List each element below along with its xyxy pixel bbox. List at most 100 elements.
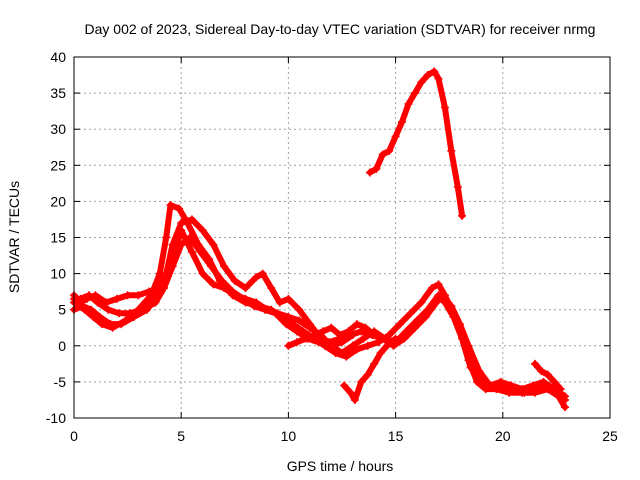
- x-tick-label: 5: [177, 428, 185, 444]
- data-point: [162, 269, 171, 278]
- data-point: [391, 132, 400, 141]
- data-point: [87, 305, 96, 314]
- data-point: [327, 323, 336, 332]
- data-point: [344, 327, 353, 336]
- y-tick-label: 30: [50, 121, 66, 137]
- plot-frame: [73, 56, 611, 419]
- data-point: [162, 233, 171, 242]
- data-point: [284, 294, 293, 303]
- data-point: [284, 341, 293, 350]
- data-point: [295, 316, 304, 325]
- y-tick-label: 35: [50, 85, 66, 101]
- data-point: [318, 327, 327, 336]
- data-point: [267, 284, 276, 293]
- data-point: [106, 320, 115, 329]
- data-point: [539, 377, 548, 386]
- data-point: [230, 276, 239, 285]
- data-point: [138, 305, 147, 314]
- data-point: [252, 273, 261, 282]
- y-tick-label: -5: [54, 374, 67, 390]
- data-point: [340, 381, 349, 390]
- data-point: [496, 377, 505, 386]
- data-point: [198, 269, 207, 278]
- data-point: [310, 330, 319, 339]
- data-point: [123, 291, 132, 300]
- series-line: [366, 68, 466, 219]
- data-point: [284, 312, 293, 321]
- data-point: [196, 247, 205, 256]
- data-point: [76, 298, 85, 307]
- y-axis-label: SDTVAR / TECUs: [6, 181, 22, 293]
- data-point: [348, 330, 357, 339]
- data-point: [406, 309, 415, 318]
- data-point: [117, 320, 126, 329]
- data-point: [376, 349, 385, 358]
- y-tick-label: -10: [46, 410, 66, 426]
- series-track-g: [284, 320, 379, 350]
- data-point: [217, 276, 226, 285]
- data-point: [346, 388, 355, 397]
- data-point: [258, 269, 267, 278]
- data-point: [241, 284, 250, 293]
- data-point: [370, 359, 379, 368]
- data-point: [434, 74, 443, 83]
- data-point: [168, 240, 177, 249]
- data-point: [537, 367, 546, 376]
- data-point: [398, 117, 407, 126]
- data-point: [357, 377, 366, 386]
- data-point: [301, 334, 310, 343]
- x-tick-label: 0: [70, 428, 78, 444]
- data-point: [410, 89, 419, 98]
- y-tick-label: 20: [50, 193, 66, 209]
- data-point: [556, 385, 565, 394]
- data-point: [104, 305, 113, 314]
- data-point: [95, 312, 104, 321]
- y-tick-label: 25: [50, 157, 66, 173]
- data-point: [440, 103, 449, 112]
- data-point: [220, 262, 229, 271]
- data-point: [466, 363, 475, 372]
- data-point: [145, 287, 154, 296]
- data-point: [475, 367, 484, 376]
- data-point: [453, 182, 462, 191]
- data-point: [112, 294, 121, 303]
- data-point: [432, 298, 441, 307]
- data-point: [353, 345, 362, 354]
- data-point: [423, 71, 432, 80]
- grid: [74, 57, 610, 418]
- data-point: [102, 298, 111, 307]
- y-tick-label: 0: [58, 338, 66, 354]
- data-point: [385, 146, 394, 155]
- y-tick-label: 40: [50, 49, 66, 65]
- data-point: [485, 381, 494, 390]
- data-point: [391, 334, 400, 343]
- data-point: [359, 334, 368, 343]
- data-point: [370, 330, 379, 339]
- data-point: [378, 150, 387, 159]
- data-point: [187, 215, 196, 224]
- data-point: [417, 298, 426, 307]
- data-point: [175, 204, 184, 213]
- x-tick-label: 15: [388, 428, 404, 444]
- data-point: [438, 291, 447, 300]
- y-ticks: -10 -5 0 5 10 15 20 25 30 35 40: [46, 49, 610, 426]
- x-tick-label: 25: [602, 428, 618, 444]
- data-point: [271, 309, 280, 318]
- data-point: [428, 284, 437, 293]
- data-point: [464, 341, 473, 350]
- data-point: [82, 294, 91, 303]
- y-tick-label: 15: [50, 230, 66, 246]
- data-point: [207, 262, 216, 271]
- plot-area: [70, 67, 569, 412]
- data-point: [507, 381, 516, 390]
- chart-title: Day 002 of 2023, Sidereal Day-to-day VTE…: [85, 21, 596, 37]
- data-point: [338, 349, 346, 358]
- data-point: [378, 334, 387, 343]
- series-track-f: [340, 334, 400, 404]
- data-point: [361, 323, 370, 332]
- data-point: [550, 377, 559, 386]
- data-point: [363, 341, 372, 350]
- data-point: [410, 323, 419, 332]
